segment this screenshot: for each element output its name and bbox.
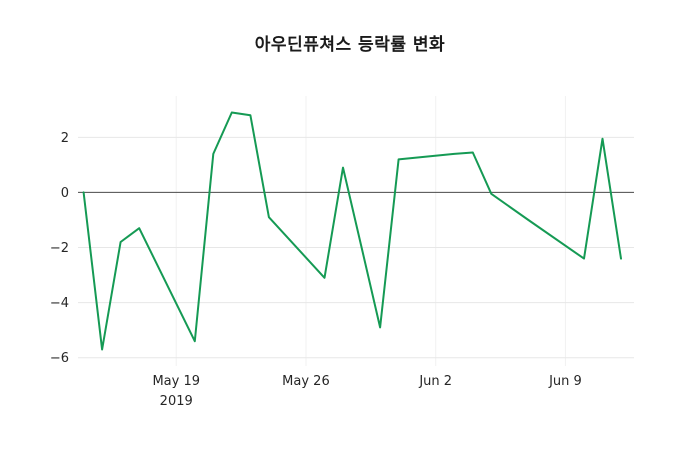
chart-title: 아우딘퓨쳐스 등락률 변화 — [254, 35, 446, 55]
data-series-line — [82, 111, 622, 351]
y-tick-label: −4 — [50, 296, 69, 311]
y-tick-label: 0 — [61, 186, 69, 201]
y-tick-label: −2 — [50, 241, 69, 256]
x-tick-year-label: 2019 — [160, 394, 193, 409]
y-tick-label: 2 — [61, 131, 69, 146]
y-tick-label: −6 — [50, 351, 69, 366]
x-tick-label: Jun 2 — [418, 374, 452, 389]
x-tick-label: Jun 9 — [548, 374, 582, 389]
x-tick-label: May 26 — [282, 374, 330, 389]
x-tick-label: May 19 — [152, 374, 200, 389]
